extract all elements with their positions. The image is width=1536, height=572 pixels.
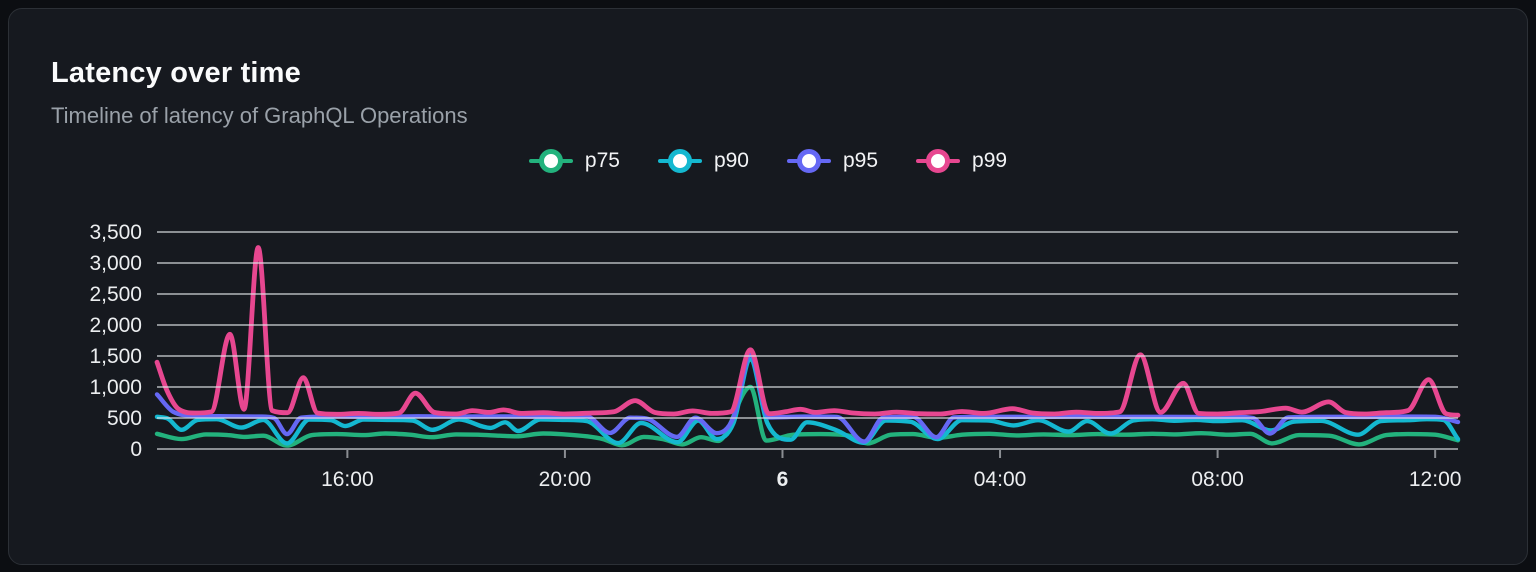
x-axis-label-08:00: 08:00 [1191,468,1244,491]
chart-subtitle: Timeline of latency of GraphQL Operation… [51,103,468,128]
chart-title: Latency over time [51,57,301,89]
legend-item-p99[interactable]: p99 [916,148,1007,174]
y-axis-label-1,500: 1,500 [89,345,142,368]
legend-marker-p75 [528,148,573,174]
legend-ring-icon [926,149,951,173]
series-line-p99 [154,245,1461,418]
x-axis-label-16:00: 16:00 [321,468,374,491]
chart-legend: p75 p90 p95 p99 [9,148,1527,174]
legend-marker-p99 [916,148,961,174]
x-axis-label-12:00: 12:00 [1409,468,1462,491]
y-axis-label-500: 500 [107,407,142,430]
legend-marker-p90 [657,148,702,174]
legend-item-p75[interactable]: p75 [528,148,620,174]
y-axis-label-0: 0 [130,438,142,461]
y-axis-label-3,500: 3,500 [89,221,142,244]
y-axis-label-2,500: 2,500 [89,283,142,306]
legend-item-p95[interactable]: p95 [787,148,878,174]
legend-ring-icon [667,149,692,173]
series-line-p90 [154,357,1461,446]
y-axis-label-1,000: 1,000 [89,376,142,399]
legend-label: p95 [843,149,879,172]
y-axis-label-2,000: 2,000 [89,314,142,337]
legend-label: p99 [972,149,1008,172]
series-line-p75 [154,384,1461,448]
x-axis-label-20:00: 20:00 [539,468,592,491]
legend-label: p75 [584,149,620,172]
legend-ring-icon [797,149,821,173]
legend-item-p90[interactable]: p90 [657,148,749,174]
legend-ring-icon [538,149,563,173]
x-axis-label-04:00: 04:00 [974,468,1027,491]
legend-label: p90 [713,149,749,172]
plot-area[interactable] [157,212,1458,449]
x-axis-label-6: 6 [777,468,789,491]
y-axis-label-3,000: 3,000 [89,252,142,275]
legend-marker-p95 [787,148,831,174]
